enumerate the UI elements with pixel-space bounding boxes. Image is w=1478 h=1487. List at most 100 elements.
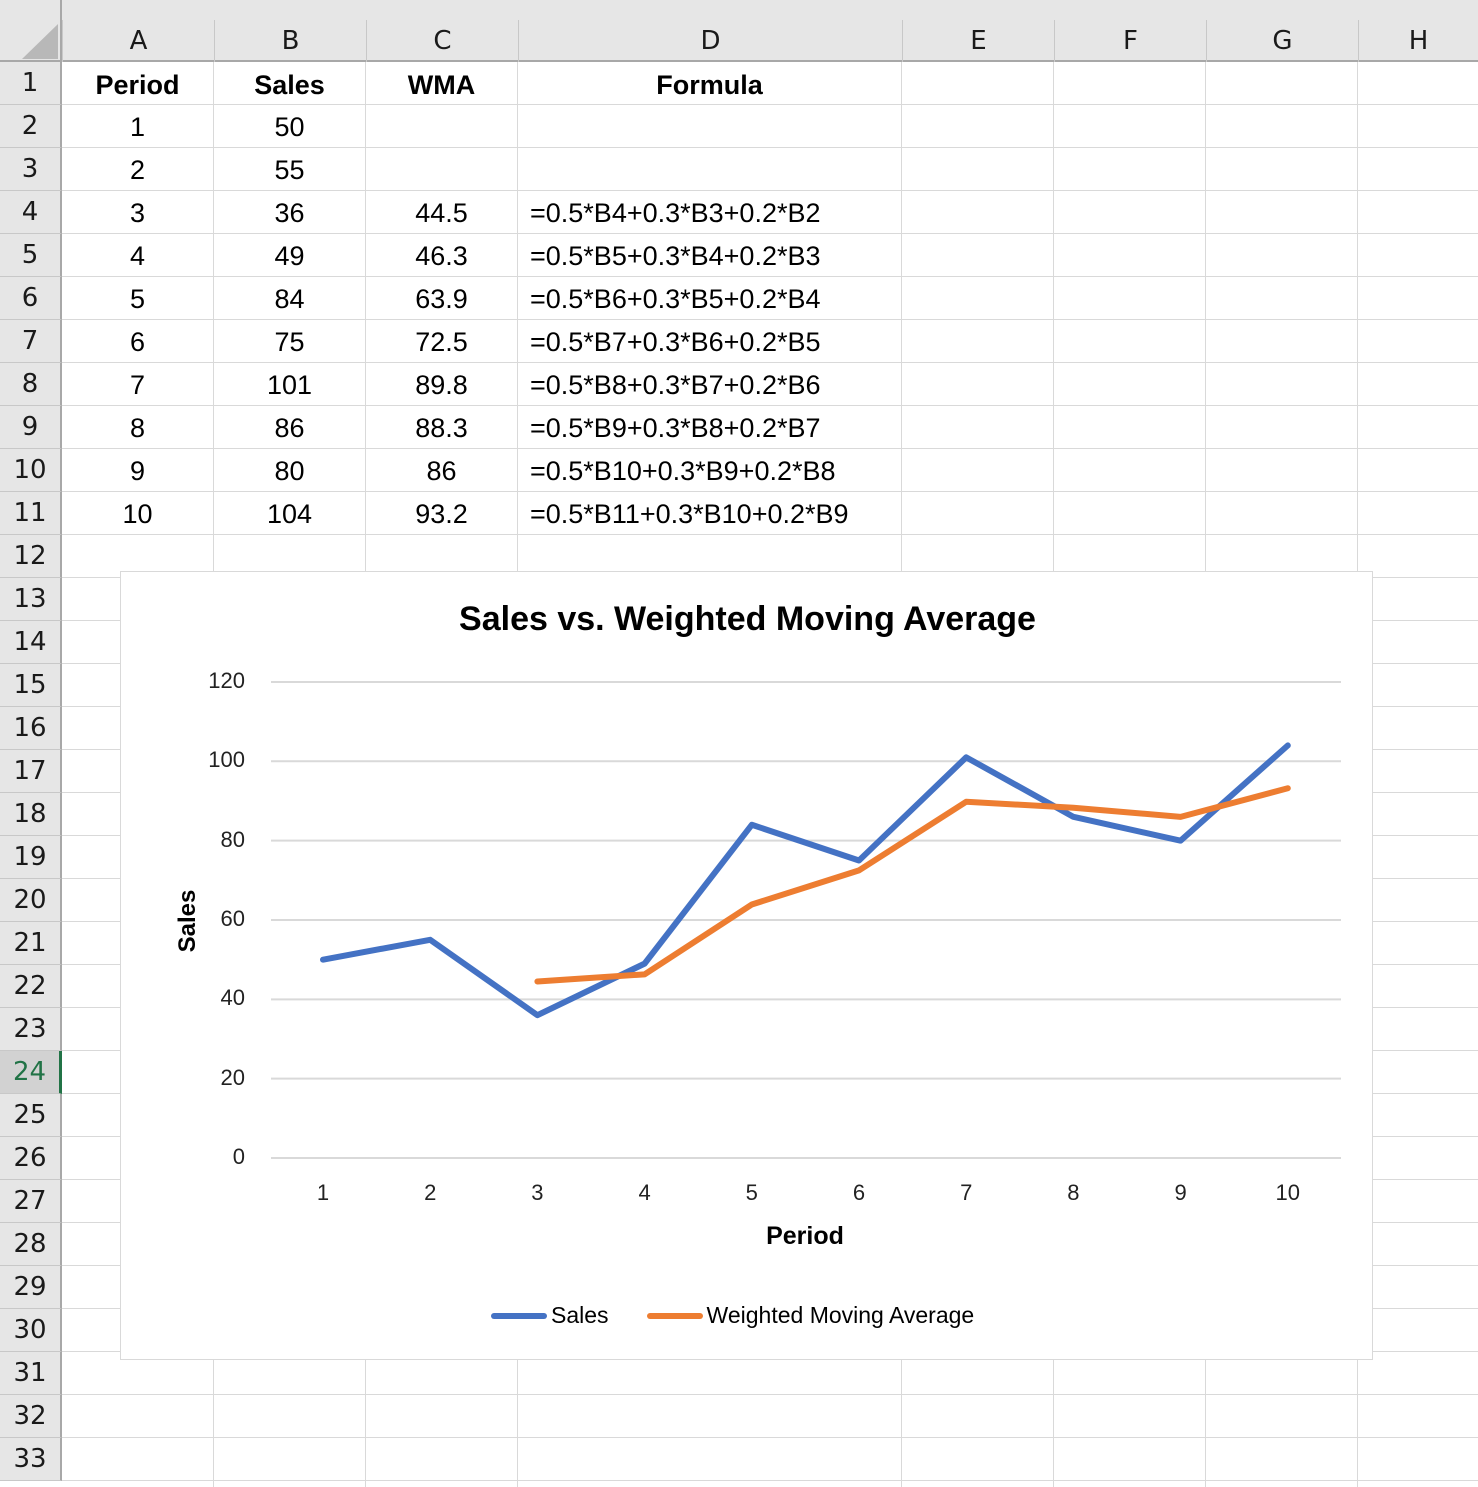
column-header-f[interactable]: F — [1054, 20, 1206, 62]
legend-item-wma[interactable]: Weighted Moving Average — [646, 1302, 975, 1329]
header-cell-sales[interactable]: Sales — [254, 69, 325, 100]
cell-b9[interactable]: 86 — [274, 412, 305, 443]
sales-line[interactable] — [320, 742, 1291, 1019]
row-header-3[interactable]: 3 — [0, 148, 62, 191]
column-header-g[interactable]: G — [1206, 20, 1358, 62]
cell-d7[interactable]: =0.5*B7+0.3*B6+0.2*B5 — [530, 326, 821, 357]
row-gridline — [62, 147, 1478, 148]
cell-c5[interactable]: 46.3 — [415, 240, 468, 271]
row-header-23[interactable]: 23 — [0, 1008, 62, 1051]
row-header-32[interactable]: 32 — [0, 1395, 62, 1438]
row-header-21[interactable]: 21 — [0, 922, 62, 965]
row-header-25[interactable]: 25 — [0, 1094, 62, 1137]
column-header-a[interactable]: A — [62, 20, 214, 62]
cell-c9[interactable]: 88.3 — [415, 412, 468, 443]
cell-c11[interactable]: 93.2 — [415, 498, 468, 529]
column-header-d[interactable]: D — [518, 20, 902, 62]
row-header-16[interactable]: 16 — [0, 707, 62, 750]
row-header-28[interactable]: 28 — [0, 1223, 62, 1266]
cell-c4[interactable]: 44.5 — [415, 197, 468, 228]
cell-a10[interactable]: 9 — [129, 455, 146, 486]
row-header-8[interactable]: 8 — [0, 363, 62, 406]
chart-plot-area — [271, 680, 1341, 1159]
header-cell-period[interactable]: Period — [95, 69, 180, 100]
cell-c6[interactable]: 63.9 — [415, 283, 468, 314]
row-gridline — [62, 104, 1478, 105]
legend-label-wma: Weighted Moving Average — [706, 1302, 975, 1328]
row-header-4[interactable]: 4 — [0, 191, 62, 234]
row-header-19[interactable]: 19 — [0, 836, 62, 879]
cell-a3[interactable]: 2 — [129, 154, 146, 185]
column-header-c[interactable]: C — [366, 20, 518, 62]
row-header-29[interactable]: 29 — [0, 1266, 62, 1309]
cell-a6[interactable]: 5 — [129, 283, 146, 314]
cell-b11[interactable]: 104 — [266, 498, 313, 529]
x-tick-label: 8 — [1067, 1180, 1080, 1205]
row-header-5[interactable]: 5 — [0, 234, 62, 277]
cell-a5[interactable]: 4 — [129, 240, 146, 271]
cell-b2[interactable]: 50 — [274, 111, 305, 142]
cell-d11[interactable]: =0.5*B11+0.3*B10+0.2*B9 — [530, 498, 849, 529]
cell-b7[interactable]: 75 — [274, 326, 305, 357]
row-header-17[interactable]: 17 — [0, 750, 62, 793]
header-cell-wma[interactable]: WMA — [407, 69, 476, 100]
cell-a7[interactable]: 6 — [129, 326, 146, 357]
row-header-33[interactable]: 33 — [0, 1438, 62, 1481]
cell-c10[interactable]: 86 — [426, 455, 457, 486]
row-header-27[interactable]: 27 — [0, 1180, 62, 1223]
cell-c3[interactable] — [366, 149, 517, 191]
row-header-11[interactable]: 11 — [0, 492, 62, 535]
cell-a8[interactable]: 7 — [129, 369, 146, 400]
row-header-15[interactable]: 15 — [0, 664, 62, 707]
row-header-6[interactable]: 6 — [0, 277, 62, 320]
cell-c2[interactable] — [366, 106, 517, 148]
cell-a4[interactable]: 3 — [129, 197, 146, 228]
y-tick-label: 100 — [208, 747, 245, 773]
row-header-20[interactable]: 20 — [0, 879, 62, 922]
cell-b3[interactable]: 55 — [274, 154, 305, 185]
row-header-26[interactable]: 26 — [0, 1137, 62, 1180]
cell-d2[interactable] — [518, 106, 901, 148]
row-header-24[interactable]: 24 — [0, 1051, 62, 1094]
cell-c7[interactable]: 72.5 — [415, 326, 468, 357]
cell-d6[interactable]: =0.5*B6+0.3*B5+0.2*B4 — [530, 283, 821, 314]
row-header-1[interactable]: 1 — [0, 62, 62, 105]
cell-b10[interactable]: 80 — [274, 455, 305, 486]
column-header-e[interactable]: E — [902, 20, 1054, 62]
row-header-7[interactable]: 7 — [0, 320, 62, 363]
cell-d4[interactable]: =0.5*B4+0.3*B3+0.2*B2 — [530, 197, 821, 228]
cell-d5[interactable]: =0.5*B5+0.3*B4+0.2*B3 — [530, 240, 821, 271]
cell-b5[interactable]: 49 — [274, 240, 305, 271]
row-header-30[interactable]: 30 — [0, 1309, 62, 1352]
legend-item-sales[interactable]: Sales — [491, 1302, 609, 1329]
row-header-22[interactable]: 22 — [0, 965, 62, 1008]
cell-c8[interactable]: 89.8 — [415, 369, 468, 400]
cell-d8[interactable]: =0.5*B8+0.3*B7+0.2*B6 — [530, 369, 821, 400]
row-header-9[interactable]: 9 — [0, 406, 62, 449]
cell-a2[interactable]: 1 — [129, 111, 146, 142]
cell-a11[interactable]: 10 — [122, 498, 153, 529]
column-header-h[interactable]: H — [1358, 20, 1478, 62]
row-header-10[interactable]: 10 — [0, 449, 62, 492]
row-gridline — [62, 190, 1478, 191]
row-header-18[interactable]: 18 — [0, 793, 62, 836]
header-cell-formula[interactable]: Formula — [656, 69, 763, 100]
wma-line[interactable] — [534, 785, 1291, 985]
row-header-2[interactable]: 2 — [0, 105, 62, 148]
line-chart[interactable]: Sales vs. Weighted Moving Average 0 20 40 6… — [120, 571, 1373, 1360]
cell-b4[interactable]: 36 — [274, 197, 305, 228]
cell-d3[interactable] — [518, 149, 901, 191]
cell-a9[interactable]: 8 — [129, 412, 146, 443]
cell-d9[interactable]: =0.5*B9+0.3*B8+0.2*B7 — [530, 412, 821, 443]
row-header-31[interactable]: 31 — [0, 1352, 62, 1395]
row-header-14[interactable]: 14 — [0, 621, 62, 664]
legend-label-sales: Sales — [551, 1302, 609, 1328]
row-header-12[interactable]: 12 — [0, 535, 62, 578]
cell-b8[interactable]: 101 — [266, 369, 313, 400]
cell-d10[interactable]: =0.5*B10+0.3*B9+0.2*B8 — [530, 455, 836, 486]
column-header-b[interactable]: B — [214, 20, 366, 62]
row-header-13[interactable]: 13 — [0, 578, 62, 621]
cell-b6[interactable]: 84 — [274, 283, 305, 314]
x-tick-label: 10 — [1275, 1180, 1301, 1205]
select-all-button[interactable] — [0, 0, 62, 62]
